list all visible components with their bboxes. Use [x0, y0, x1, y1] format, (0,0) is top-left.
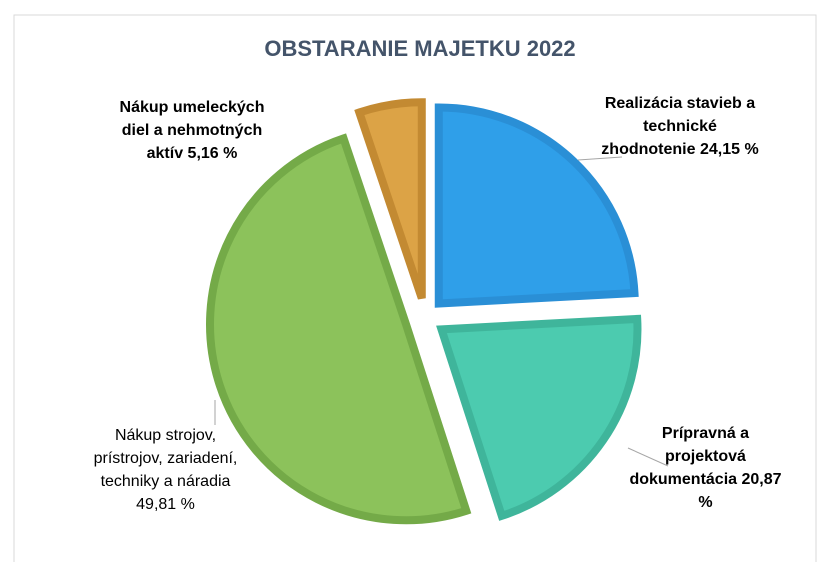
pie-slice: [434, 103, 639, 308]
slice-label: Nákup strojov, prístrojov, zariadení, te…: [88, 424, 243, 516]
slice-label: Prípravná a projektová dokumentácia 20,8…: [628, 422, 783, 514]
category: Nákup umeleckých diel a nehmotných aktív: [119, 99, 265, 162]
pie-slice: [205, 133, 472, 525]
category: Nákup strojov, prístrojov, zariadení, te…: [93, 427, 238, 490]
chart-title: OBSTARANIE MAJETKU 2022: [264, 36, 575, 61]
pie-slice: [354, 98, 426, 300]
category: Realizácia stavieb a technické zhodnoten…: [601, 95, 756, 158]
leader-line: [577, 156, 623, 161]
slice-label: Realizácia stavieb a technické zhodnoten…: [600, 92, 760, 161]
slice-label: Nákup umeleckých diel a nehmotných aktív…: [118, 96, 266, 165]
value-label: 20,87 %: [698, 471, 782, 511]
value-label: 24,15 %: [699, 141, 759, 158]
slices: [205, 98, 642, 525]
category: Prípravná a projektová dokumentácia: [629, 425, 750, 488]
value-label: 5,16 %: [187, 145, 238, 162]
pie-slice: [436, 314, 642, 521]
leader-line: [627, 447, 669, 467]
value-label: 49,81 %: [136, 496, 195, 513]
